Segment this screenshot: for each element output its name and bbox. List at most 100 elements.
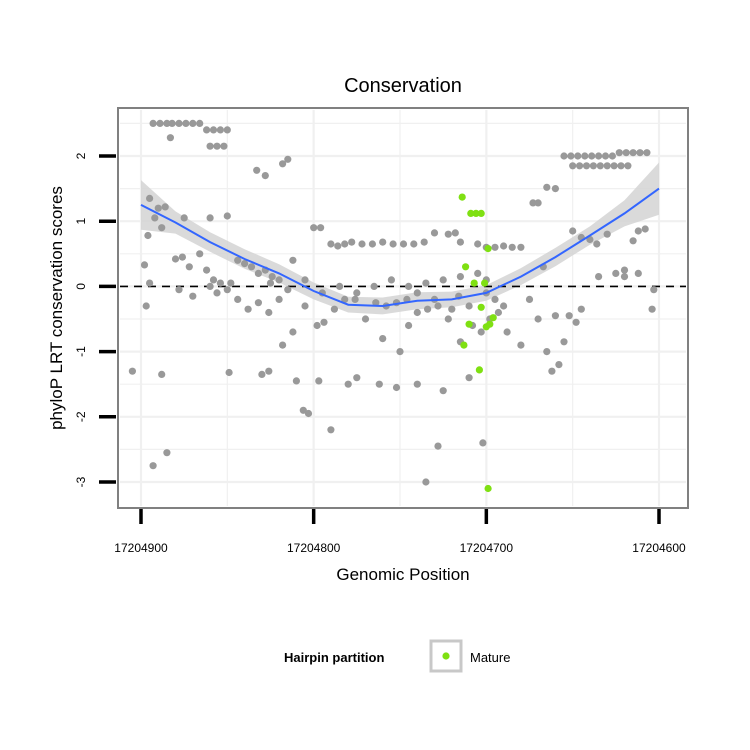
other-point [209,126,218,134]
other-point [603,162,611,170]
other-point [641,225,649,233]
other-point [279,160,287,168]
x-tick-label: 17204700 [460,541,514,555]
other-point [223,212,231,220]
other-point [430,229,439,237]
other-point [327,240,335,248]
other-point [420,238,428,246]
chart-title: Conservation [344,75,462,97]
mature-point [477,303,485,311]
other-point [206,142,214,150]
other-point [422,478,430,486]
other-point [175,286,183,294]
mature-point [470,279,478,287]
other-point [517,243,525,251]
other-point [180,214,188,222]
other-point [588,152,596,160]
other-point [254,269,262,277]
mature-point [486,320,494,328]
other-point [334,242,342,250]
mature-point [489,314,497,322]
mature-point [484,484,492,493]
other-point [220,142,228,150]
other-point [149,462,157,470]
other-point [396,348,404,356]
other-point [413,289,421,297]
legend: Hairpin partition Mature [284,639,510,673]
other-point [241,260,249,268]
other-point [144,231,152,240]
other-point [261,172,269,180]
other-point [434,302,442,310]
other-point [209,276,218,284]
other-point [370,282,378,290]
other-point [389,240,397,248]
mature-point [467,209,475,217]
other-point [474,269,482,277]
other-point [500,242,508,250]
other-point [284,155,292,163]
other-point [327,426,335,434]
other-point [529,199,537,207]
y-tick-label: -2 [74,411,88,422]
other-point [424,305,432,313]
other-point [216,279,224,287]
other-point [196,119,204,127]
other-point [622,149,630,157]
other-point [465,302,473,310]
other-point [182,119,190,127]
other-point [448,305,456,313]
other-point [610,162,618,170]
other-point [615,149,623,157]
other-point [216,126,224,134]
other-point [551,312,560,320]
other-point [223,286,231,294]
smooth-fit-path [140,187,660,308]
other-point [508,243,516,251]
other-point [353,289,361,297]
other-point [410,240,418,248]
other-point [439,276,447,284]
other-point [185,263,193,271]
other-point [317,224,325,232]
other-point [313,321,321,330]
other-point [620,266,629,274]
other-point [158,370,166,378]
mature-point [484,245,492,253]
other-point [565,312,573,320]
other-point [234,256,242,264]
other-point [189,292,197,300]
other-point [265,367,273,375]
other-point [405,282,413,290]
other-point [353,374,361,382]
other-point [330,305,338,313]
x-tick-label: 17204900 [114,541,168,555]
mature-point [458,193,466,201]
other-point [603,230,611,238]
other-point [289,256,297,264]
other-point [301,302,309,310]
other-point [166,134,174,142]
other-point [379,335,387,343]
other-point [543,183,551,191]
other-point [634,269,642,277]
other-point [617,162,625,170]
other-point [465,374,473,382]
other-point [292,377,300,385]
y-axis-title: phyloP LRT conservation scores [47,186,66,430]
other-point [620,273,629,281]
y-axis: -3 -2 -1 0 1 2 [74,152,116,487]
other-point [156,119,164,127]
other-point [503,328,511,336]
other-point [301,276,309,284]
other-point [491,295,499,303]
y-tick-label: -3 [74,476,88,487]
other-point [213,289,221,297]
other-point [451,229,459,237]
x-tick-label: 17204600 [632,541,686,555]
other-point [434,442,442,450]
other-point [336,282,344,290]
other-point [399,240,408,248]
mature-point [481,279,489,287]
other-point [474,240,482,248]
